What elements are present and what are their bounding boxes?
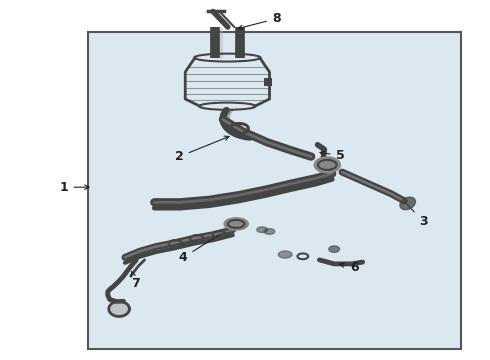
Ellipse shape [278,251,292,258]
Ellipse shape [315,157,340,172]
Ellipse shape [264,229,275,234]
FancyBboxPatch shape [88,32,461,349]
Text: 5: 5 [320,149,344,162]
Text: 6: 6 [340,261,359,274]
Text: 8: 8 [238,12,281,30]
Text: 7: 7 [131,271,140,290]
Ellipse shape [400,197,416,210]
Text: 1: 1 [60,181,89,194]
Bar [264,78,272,86]
Ellipse shape [257,227,268,233]
Text: 3: 3 [402,199,428,228]
Text: 2: 2 [175,136,229,163]
Text: 4: 4 [179,227,232,264]
Ellipse shape [109,301,129,316]
Ellipse shape [329,246,340,252]
Ellipse shape [224,218,248,230]
